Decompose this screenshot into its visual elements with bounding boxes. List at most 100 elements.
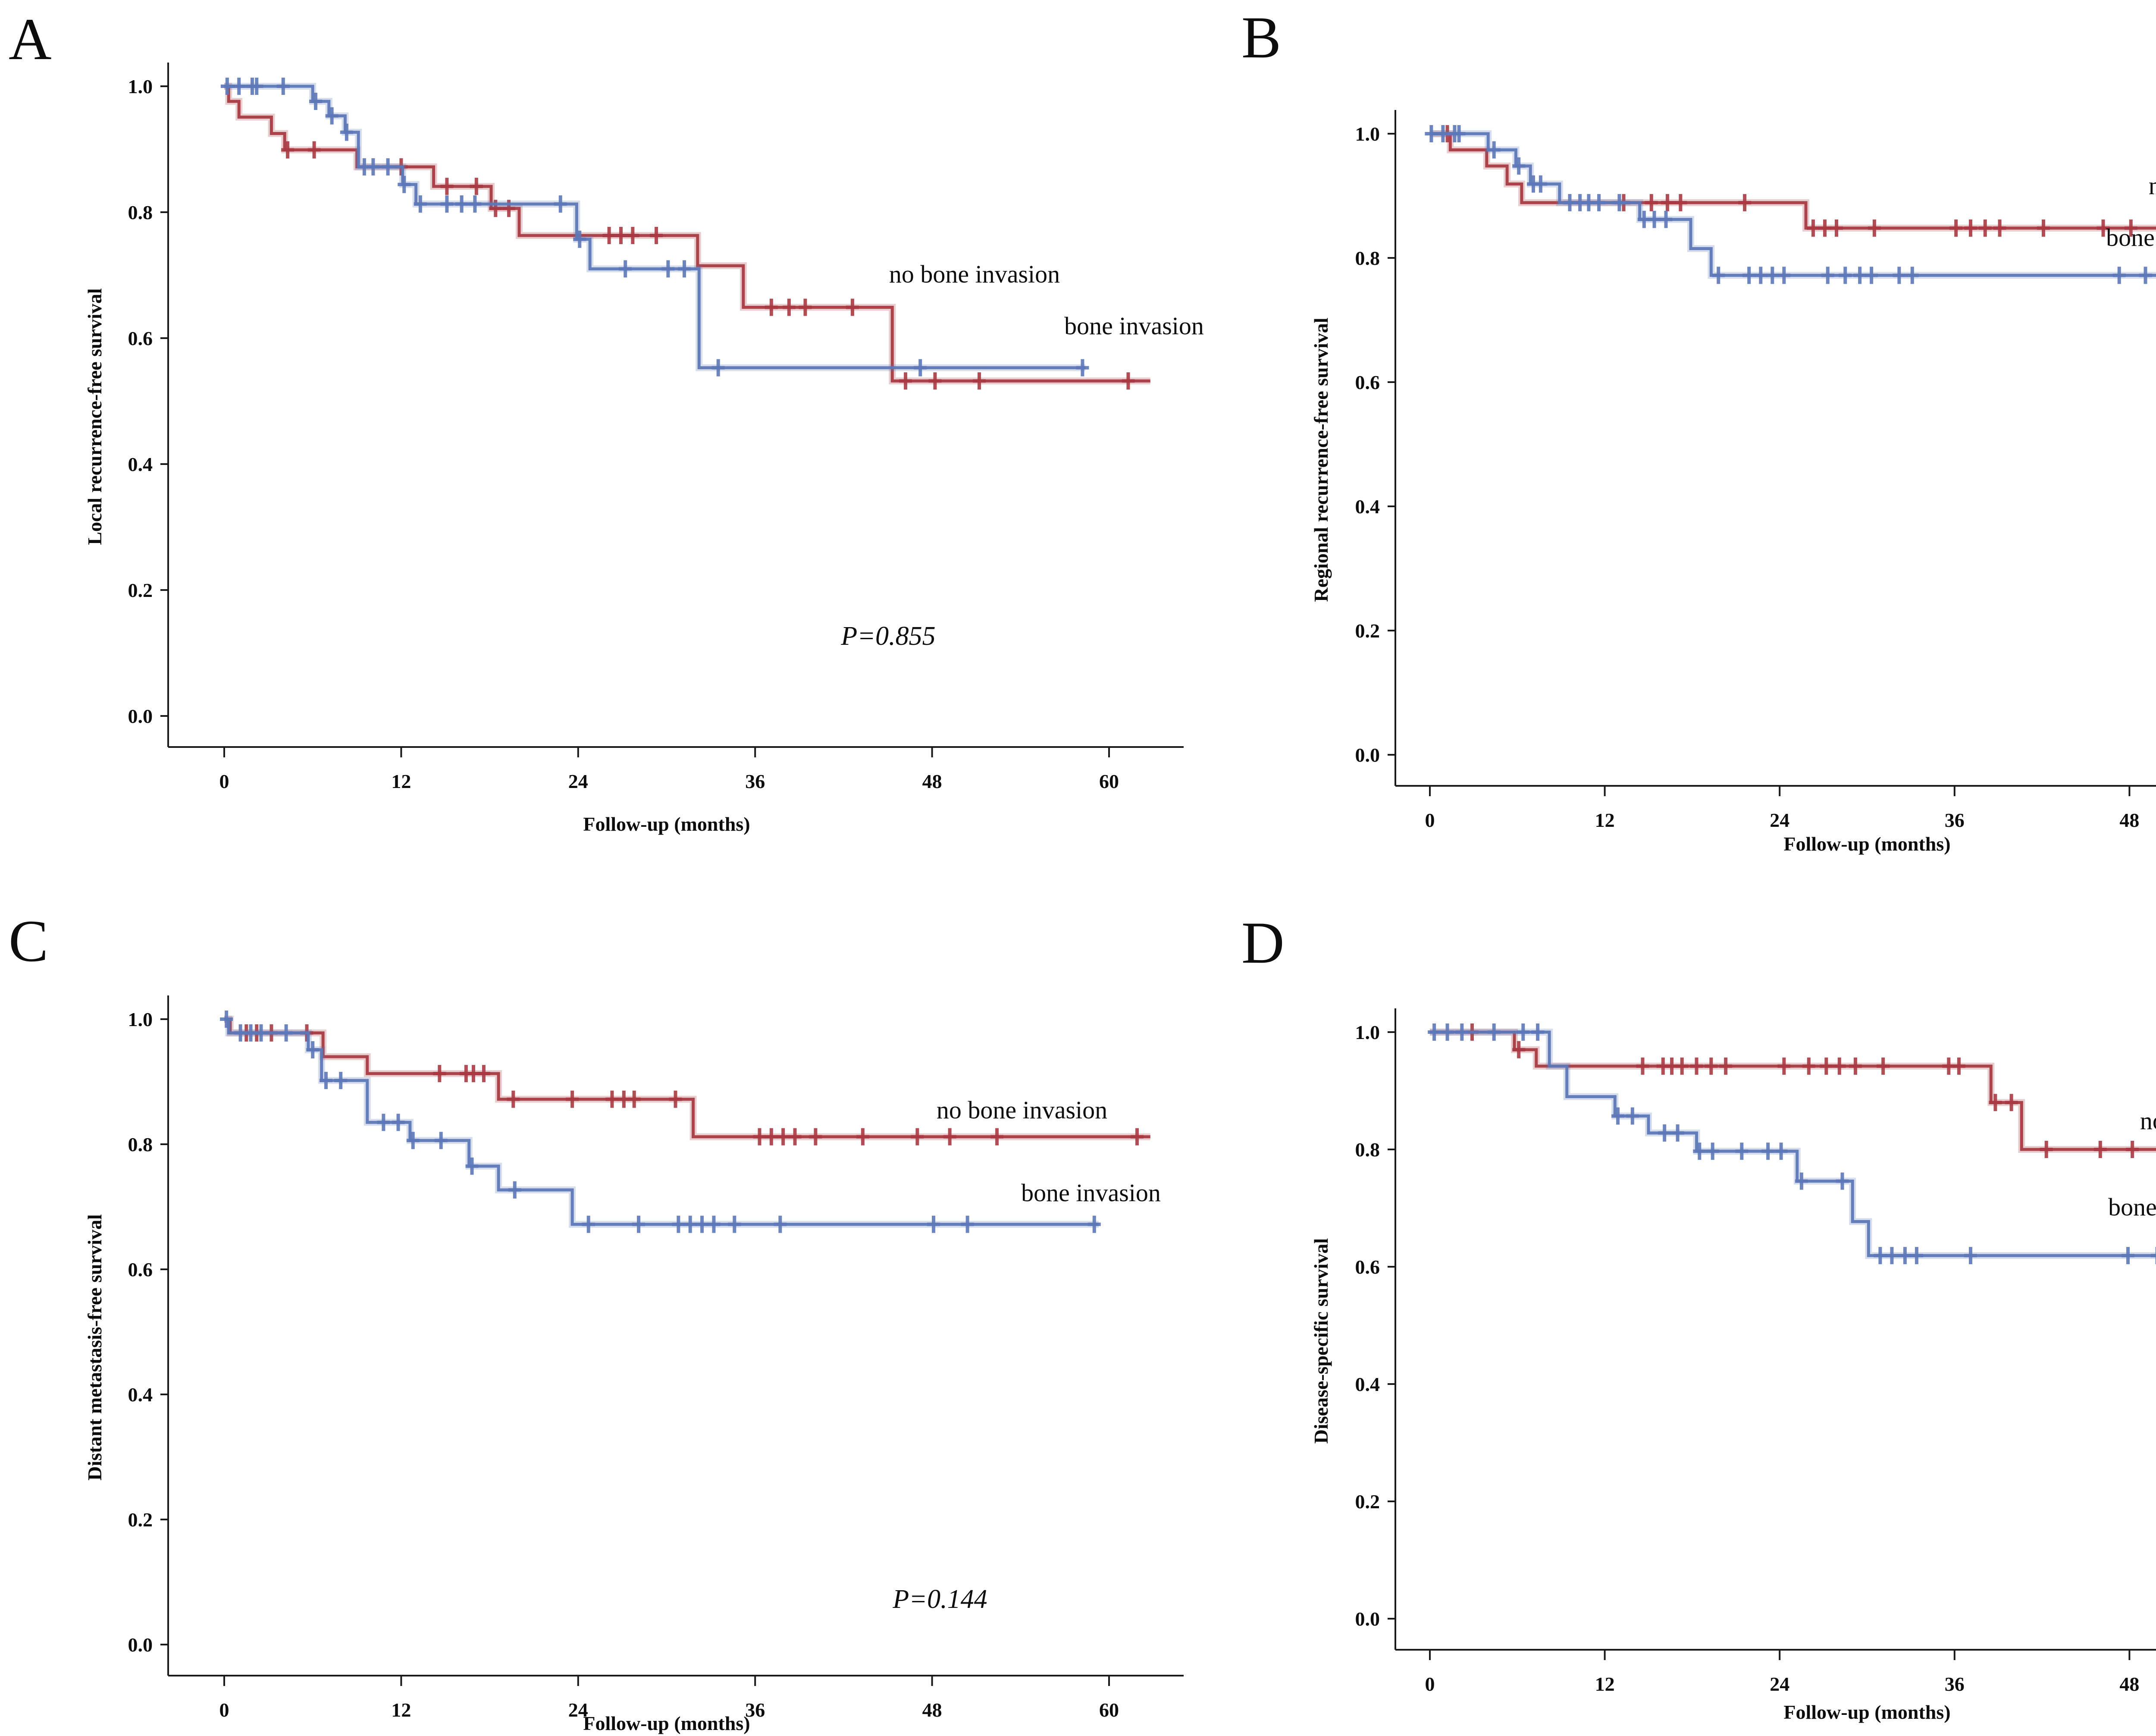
tick-labels: 0 12 24 36 48 60 1.0 0.8 0.6 0.4 0.2 0.0 — [128, 1008, 1119, 1721]
x-tick-label: 36 — [745, 770, 765, 792]
y-tick-label: 0.6 — [1355, 1256, 1380, 1278]
curve-label-no-bone-invasion: no bone invasion — [2140, 1107, 2156, 1135]
km-plot-local-recurrence: 0 12 24 36 48 60 1.0 0.8 0.6 0.4 0.2 0.0 Local recur… — [84, 63, 1204, 835]
curve-label-bone-invasion: bone invasion — [1064, 312, 1204, 340]
y-tick-label: 0.8 — [1355, 247, 1380, 269]
curve-label-bone-invasion: bone invasion — [2106, 223, 2156, 251]
km-curve-line — [1430, 132, 2156, 230]
panel-local-recurrence: A 0 12 24 36 48 60 1.0 0.8 0.6 0.4 0.2 0.0 Local rec… — [0, 0, 1216, 868]
x-tick-label: 24 — [1770, 809, 1789, 831]
panel-distant-metastasis: C 0 12 24 36 48 60 1.0 0.8 0.6 0.4 0.2 0.0 Distant m… — [0, 868, 1216, 1736]
y-tick-label: 0.2 — [1355, 620, 1380, 642]
y-tick-label: 0.4 — [128, 453, 153, 475]
x-tick-label: 12 — [1595, 1673, 1615, 1695]
y-axis-title: Distant metastasis-free survival — [84, 1214, 106, 1481]
y-tick-label: 1.0 — [1355, 123, 1380, 145]
axes — [1395, 1008, 2156, 1651]
y-tick-label: 0.8 — [1355, 1139, 1380, 1161]
x-tick-label: 0 — [219, 1699, 229, 1721]
axes — [1395, 110, 2156, 787]
x-tick-label: 12 — [391, 1699, 411, 1721]
x-tick-label: 60 — [1099, 770, 1119, 792]
x-axis-title: Follow-up (months) — [1783, 1701, 1950, 1723]
y-tick-label: 0.0 — [128, 705, 153, 727]
y-tick-label: 0.6 — [1355, 371, 1380, 393]
y-tick-label: 0.4 — [128, 1384, 153, 1406]
y-tick-label: 0.0 — [1355, 1608, 1380, 1630]
y-tick-label: 0.2 — [128, 1509, 153, 1531]
km-curve-halo — [1430, 1029, 2156, 1153]
y-axis-title: Regional recurrence-free survival — [1310, 317, 1332, 602]
km-curve-line — [1430, 132, 2156, 277]
panel-letter-d: D — [1241, 910, 1285, 976]
y-tick-label: 0.6 — [128, 327, 153, 349]
censor-marks-red — [1441, 125, 2137, 237]
y-tick-label: 0.8 — [128, 201, 153, 223]
y-tick-label: 0.2 — [1355, 1491, 1380, 1513]
curve-label-no-bone-invasion: no bone invasion — [889, 260, 1060, 288]
x-tick-label: 36 — [1945, 1673, 1965, 1695]
y-tick-label: 1.0 — [1355, 1021, 1380, 1043]
km-plot-disease-specific: 012243648601.00.80.60.40.20.0Disease-spe… — [1310, 1008, 2156, 1723]
y-tick-label: 0.0 — [1355, 744, 1380, 766]
p-value-label: P=0.855 — [840, 622, 935, 651]
curve-label-no-bone-invasion: no bone invasion — [937, 1096, 1107, 1124]
censor-marks-blue — [220, 78, 1089, 377]
y-tick-label: 0.4 — [1355, 1373, 1380, 1395]
x-tick-label: 0 — [219, 770, 229, 792]
x-tick-label: 36 — [745, 1699, 765, 1721]
panel-regional-recurrence: B 012243648601.00.80.60.40.20.0Regional … — [1216, 0, 2156, 868]
x-tick-label: 48 — [2119, 1673, 2139, 1695]
panel-letter-a: A — [9, 6, 52, 72]
x-tick-label: 0 — [1425, 809, 1435, 831]
p-value-label: P=0.144 — [892, 1585, 987, 1614]
censor-marks-blue — [1428, 1023, 2156, 1265]
km-curve-blue — [224, 83, 1086, 371]
y-tick-label: 0.8 — [128, 1133, 153, 1155]
km-curve-line — [224, 85, 1150, 383]
km-curve-red — [1430, 1029, 2156, 1153]
x-tick-label: 24 — [1770, 1673, 1789, 1695]
y-tick-label: 0.6 — [128, 1259, 153, 1281]
y-tick-label: 1.0 — [128, 75, 153, 97]
x-tick-label: 12 — [1595, 809, 1615, 831]
x-tick-label: 12 — [391, 770, 411, 792]
x-tick-label: 48 — [2119, 809, 2139, 831]
km-plot-distant-metastasis: 0 12 24 36 48 60 1.0 0.8 0.6 0.4 0.2 0.0 Distant met… — [84, 995, 1184, 1734]
curve-label-no-bone-invasion: no bone invasion — [2149, 172, 2156, 200]
km-curve-halo — [224, 83, 1150, 385]
censor-marks-red — [1466, 1023, 2139, 1158]
panel-letter-c: C — [9, 908, 49, 974]
panel-disease-specific: D 012243648601.00.80.60.40.20.0Disease-s… — [1216, 868, 2156, 1736]
x-axis-title: Follow-up (months) — [1783, 833, 1950, 855]
km-curve-red — [1430, 130, 2156, 232]
km-curve-line — [1430, 1030, 2156, 1151]
y-tick-label: 0.0 — [128, 1634, 153, 1656]
censor-marks-blue — [1425, 125, 2152, 284]
km-curve-blue — [1430, 130, 2156, 279]
axes — [167, 63, 1184, 748]
x-axis-title: Follow-up (months) — [583, 813, 750, 835]
curve-label-bone-invasion: bone invasion — [1021, 1179, 1161, 1207]
x-tick-label: 48 — [922, 1699, 942, 1721]
x-tick-label: 48 — [922, 770, 942, 792]
y-axis-title: Local recurrence-free survival — [84, 288, 106, 545]
x-tick-label: 24 — [568, 1699, 588, 1721]
x-tick-label: 60 — [1099, 1699, 1119, 1721]
y-tick-label: 1.0 — [128, 1008, 153, 1030]
y-tick-label: 0.4 — [1355, 496, 1380, 518]
axes — [167, 995, 1184, 1676]
panel-letter-b: B — [1241, 4, 1282, 70]
x-tick-label: 24 — [568, 770, 588, 792]
km-curve-red — [224, 83, 1150, 385]
x-axis-title: Follow-up (months) — [583, 1712, 750, 1734]
curve-label-bone-invasion: bone invasion — [2108, 1193, 2156, 1221]
y-axis-title: Disease-specific survival — [1310, 1238, 1332, 1444]
x-tick-label: 36 — [1945, 809, 1965, 831]
km-curve-line — [224, 85, 1086, 370]
